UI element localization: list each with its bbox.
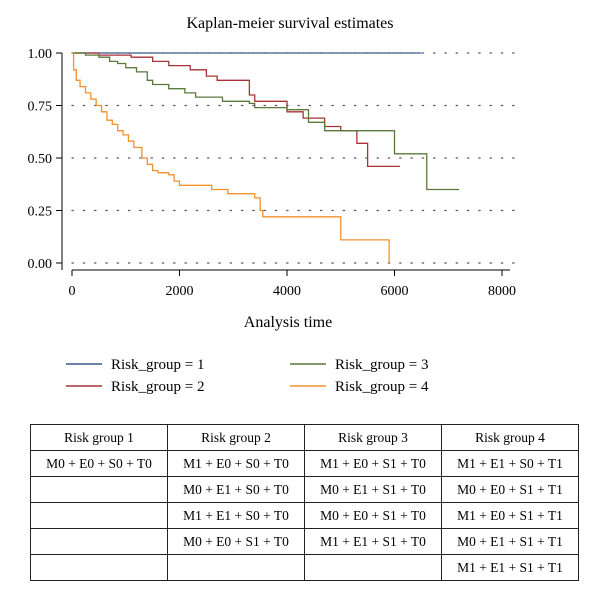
table-cell — [30, 476, 168, 503]
table-cell: M1 + E1 + S0 + T1 — [441, 450, 579, 477]
x-tick-label: 6000 — [381, 284, 409, 299]
table-cell — [304, 554, 442, 581]
table-row: M0 + E1 + S0 + T0 M0 + E1 + S1 + T0 M0 +… — [30, 476, 579, 503]
table-cell: M0 + E0 + S1 + T0 — [304, 502, 442, 529]
table-cell: M0 + E1 + S0 + T0 — [167, 476, 305, 503]
x-tick-label: 8000 — [488, 284, 516, 299]
table-cell: M0 + E0 + S1 + T0 — [167, 528, 305, 555]
chart-title: Kaplan-meier survival estimates — [186, 15, 393, 32]
km-chart: Kaplan-meier survival estimates 0.00 0.25… — [28, 15, 521, 395]
table-header-row: Risk group 1 Risk group 2 Risk group 3 R… — [30, 424, 579, 451]
table-row: M0 + E0 + S0 + T0 M1 + E0 + S0 + T0 M1 +… — [30, 450, 579, 477]
table-row: M0 + E0 + S1 + T0 M1 + E1 + S1 + T0 M0 +… — [30, 528, 579, 555]
risk-group-table: Risk group 1 Risk group 2 Risk group 3 R… — [30, 424, 579, 581]
x-axis-label: Analysis time — [244, 314, 332, 331]
x-tick-label: 0 — [69, 284, 76, 299]
series-line-risk-group-3 — [72, 52, 459, 191]
legend-label-risk-group-4: Risk_group = 4 — [335, 379, 429, 395]
legend-label-risk-group-3: Risk_group = 3 — [335, 357, 428, 373]
table-cell: M0 + E0 + S0 + T0 — [30, 450, 168, 477]
table-cell: M1 + E1 + S0 + T0 — [167, 502, 305, 529]
table-cell: M0 + E1 + S1 + T0 — [304, 476, 442, 503]
series-line-risk-group-2 — [72, 52, 400, 168]
x-tick-label: 2000 — [166, 284, 194, 299]
x-tick-label: 4000 — [273, 284, 301, 299]
table-row: M1 + E1 + S0 + T0 M0 + E0 + S1 + T0 M1 +… — [30, 502, 579, 529]
y-tick-label: 0.50 — [28, 152, 53, 167]
table-cell — [30, 502, 168, 529]
table-cell — [167, 554, 305, 581]
table-cell: M0 + E0 + S1 + T1 — [441, 476, 579, 503]
header-risk-group-4: Risk group 4 — [441, 424, 579, 451]
table-cell: M1 + E1 + S1 + T1 — [441, 554, 579, 581]
legend-label-risk-group-1: Risk_group = 1 — [111, 357, 204, 373]
y-tick-label: 0.25 — [28, 205, 53, 220]
table-cell: M1 + E0 + S1 + T0 — [304, 450, 442, 477]
header-risk-group-2: Risk group 2 — [167, 424, 305, 451]
table-cell: M1 + E0 + S0 + T0 — [167, 450, 305, 477]
table-cell: M1 + E0 + S1 + T1 — [441, 502, 579, 529]
y-tick-label: 1.00 — [28, 47, 53, 62]
header-risk-group-1: Risk group 1 — [30, 424, 168, 451]
series-line-risk-group-4 — [72, 52, 390, 263]
legend-label-risk-group-2: Risk_group = 2 — [111, 379, 204, 395]
table-cell: M1 + E1 + S1 + T0 — [304, 528, 442, 555]
y-tick-label: 0.75 — [28, 100, 53, 115]
table-cell: M0 + E1 + S1 + T1 — [441, 528, 579, 555]
header-risk-group-3: Risk group 3 — [304, 424, 442, 451]
table-row: M1 + E1 + S1 + T1 — [30, 554, 579, 581]
table-cell — [30, 554, 168, 581]
y-tick-label: 0.00 — [28, 257, 53, 272]
table-cell — [30, 528, 168, 555]
